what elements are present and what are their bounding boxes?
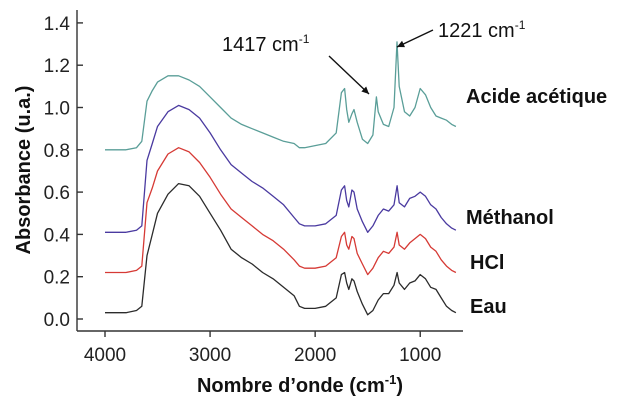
x-axis-title-main: Nombre d’onde (cm <box>197 375 385 397</box>
series-line-hcl <box>105 147 457 276</box>
x-tick-label: 2000 <box>294 345 336 366</box>
x-ticks: 4000 3000 2000 1000 <box>84 331 441 366</box>
y-tick-label: 0.2 <box>44 268 70 289</box>
x-tick-label: 4000 <box>84 345 126 366</box>
series-line-acide-acetique <box>105 41 457 151</box>
series-label-methanol: Méthanol <box>466 207 554 229</box>
y-tick-label: 0.0 <box>44 310 70 331</box>
peak-annotations: 1417 cm-1 1221 cm-1 <box>222 18 526 95</box>
annotation-arrow-line <box>328 55 370 95</box>
x-tick-label: 3000 <box>189 345 231 366</box>
annotation-arrowhead <box>397 40 405 48</box>
annotation-arrowhead <box>361 86 369 94</box>
x-axis-title-sup: -1 <box>385 372 397 387</box>
x-axis-title: Nombre d’onde (cm-1) <box>197 372 403 397</box>
axes <box>76 10 463 332</box>
annotation-label: 1417 cm-1 <box>222 32 310 56</box>
series-labels: Acide acétique Méthanol HCl Eau <box>466 86 607 318</box>
y-tick-label: 1.0 <box>44 99 70 120</box>
series-layer <box>105 41 457 316</box>
y-ticks: 0.0 0.2 0.4 0.6 0.8 1.0 1.2 1.4 <box>44 14 83 331</box>
y-tick-label: 0.4 <box>44 225 71 246</box>
annotation-label: 1221 cm-1 <box>438 18 526 42</box>
y-tick-label: 1.4 <box>44 14 71 35</box>
series-label-eau: Eau <box>470 296 507 318</box>
series-line-eau <box>105 182 457 316</box>
y-axis-title: Absorbance (u.a.) <box>13 86 35 255</box>
x-tick-label: 1000 <box>399 345 441 366</box>
series-label-hcl: HCl <box>470 252 504 274</box>
x-axis-title-close: ) <box>396 375 403 397</box>
series-label-acide-acetique: Acide acétique <box>466 86 607 108</box>
y-tick-label: 1.2 <box>44 56 70 77</box>
series-line-methanol <box>105 104 457 233</box>
y-tick-label: 0.8 <box>44 141 70 162</box>
y-tick-label: 0.6 <box>44 183 70 204</box>
